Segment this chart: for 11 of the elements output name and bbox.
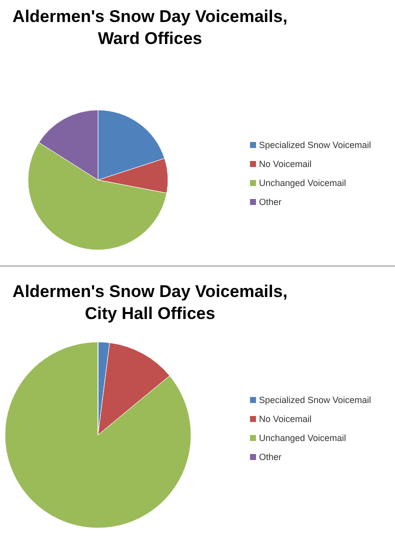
legend-label: No Voicemail <box>259 159 312 169</box>
legend-label: Other <box>259 452 282 462</box>
chart-title: Aldermen's Snow Day Voicemails, Ward Offices <box>12 7 288 48</box>
legend-label: No Voicemail <box>259 414 312 424</box>
legend-label: Unchanged Voicemail <box>259 178 346 188</box>
chart-title: Aldermen's Snow Day Voicemails, City Hall Offices <box>12 282 288 323</box>
legend-label: Specialized Snow Voicemail <box>259 395 372 405</box>
pie-slice <box>4 342 192 528</box>
legend-label: Specialized Snow Voicemail <box>259 140 372 150</box>
legend-label: Other <box>259 197 282 207</box>
legend-label: Unchanged Voicemail <box>259 433 346 443</box>
